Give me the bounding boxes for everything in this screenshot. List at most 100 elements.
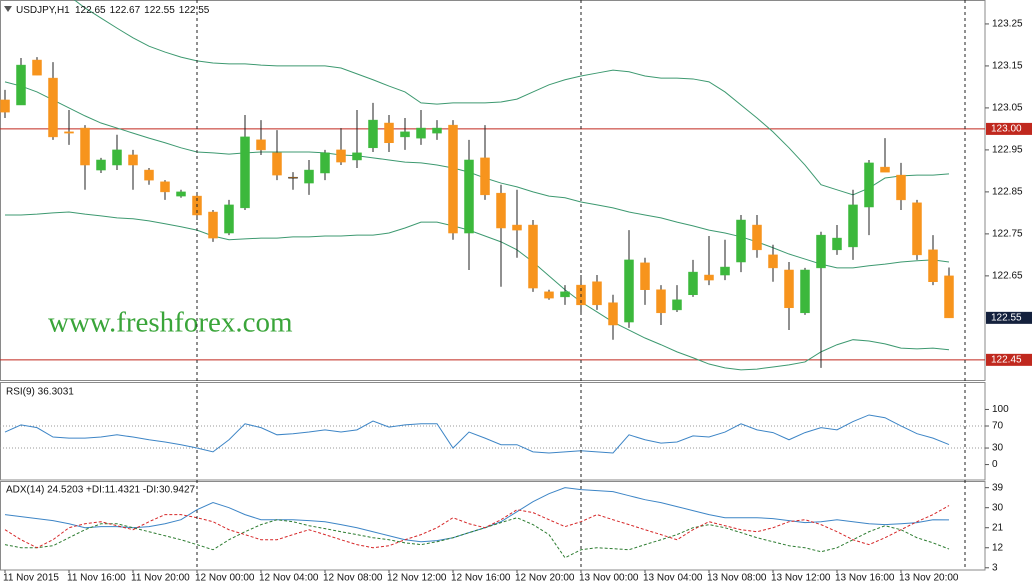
rsi-plot <box>0 414 985 454</box>
last-price-label: 122.55 <box>991 312 1022 323</box>
candle-body <box>672 299 682 311</box>
y-tick-label: 21 <box>992 522 1004 533</box>
indicator-line <box>4 414 950 454</box>
x-tick-label: 12 Nov 12:00 <box>387 573 447 584</box>
level-label-box <box>986 353 1032 366</box>
x-tick-label: 12 Nov 08:00 <box>323 573 383 584</box>
y-tick-label: 0 <box>992 459 998 470</box>
candle-body <box>416 127 426 139</box>
bollinger-band <box>4 81 950 269</box>
y-tick-label: 122.65 <box>992 271 1023 282</box>
candle-body <box>624 259 634 323</box>
last-price-box <box>986 311 1032 324</box>
candle-body <box>320 152 330 174</box>
x-tick-label: 12 Nov 00:00 <box>195 573 255 584</box>
candle-body <box>208 211 218 239</box>
candle-body <box>384 122 394 144</box>
candle-body <box>48 77 58 138</box>
y-tick-label: 122.85 <box>992 187 1023 198</box>
candle-body <box>752 224 762 251</box>
header-low: 122.55 <box>144 5 175 16</box>
candle-body <box>864 162 874 208</box>
candle-body <box>528 224 538 289</box>
candle-body <box>0 99 10 113</box>
candle-body <box>688 271 698 296</box>
candle-body <box>368 119 378 149</box>
candle-body <box>112 149 122 166</box>
candle-body <box>432 127 442 134</box>
candle-body <box>128 154 138 166</box>
candle-body <box>176 191 186 197</box>
rsi-panel <box>0 382 986 481</box>
adx-plot <box>4 487 950 559</box>
x-tick-label: 13 Nov 04:00 <box>643 573 703 584</box>
x-tick-label: 11 Nov 16:00 <box>67 573 126 584</box>
watermark: www.freshforex.com <box>48 307 293 339</box>
x-tick-label: 12 Nov 04:00 <box>259 573 319 584</box>
level-label: 123.00 <box>991 124 1022 135</box>
candle-body <box>704 274 714 281</box>
y-tick-label: 122.75 <box>992 229 1023 240</box>
chart-title: USDJPY,H1 122.65 122.67 122.55 122.55 <box>16 5 210 16</box>
candle-body <box>848 204 858 248</box>
candle-body <box>480 157 490 196</box>
candle-body <box>272 152 282 176</box>
y-tick-label: 70 <box>992 421 1004 432</box>
candle-body <box>880 166 890 173</box>
main-panel <box>0 0 986 381</box>
y-tick-label: 123.15 <box>992 61 1023 72</box>
candle-body <box>800 269 810 314</box>
symbol: USDJPY,H1 <box>16 5 70 16</box>
candle-body <box>64 131 74 134</box>
x-tick-label: 13 Nov 16:00 <box>835 573 895 584</box>
candle-body <box>784 269 794 309</box>
candle-body <box>304 169 314 184</box>
x-tick-label: 13 Nov 08:00 <box>707 573 767 584</box>
candle-body <box>32 59 42 76</box>
candle-body <box>240 136 250 209</box>
candle-body <box>816 234 826 269</box>
y-tick-label: 123.05 <box>992 103 1023 114</box>
indicator-line <box>4 505 950 549</box>
rsi-title: RSI(9) 36.3031 <box>6 387 74 398</box>
x-tick-label: 12 Nov 16:00 <box>451 573 511 584</box>
candle-body <box>896 174 906 201</box>
x-tick-label: 13 Nov 00:00 <box>579 573 639 584</box>
y-tick-label: 30 <box>992 443 1004 454</box>
y-tick-label: 123.25 <box>992 19 1023 30</box>
candle-body <box>400 131 410 138</box>
candle-body <box>768 254 778 269</box>
adx-panel <box>0 481 986 571</box>
candle-body <box>656 289 666 314</box>
candle-body <box>544 291 554 299</box>
bollinger-band <box>5 211 950 371</box>
y-tick-label: 12 <box>992 542 1004 553</box>
y-tick-label: 100 <box>992 404 1009 415</box>
candle-body <box>160 181 170 193</box>
level-label-box <box>986 122 1032 135</box>
candle-body <box>720 266 730 276</box>
header-high: 122.67 <box>110 5 141 16</box>
header-open: 122.65 <box>75 5 106 16</box>
y-tick-label: 3 <box>992 562 998 573</box>
candle-body <box>736 219 746 263</box>
adx-title: ADX(14) 24.5203 +DI:11.4321 -DI:30.9427 <box>6 485 196 496</box>
x-tick-label: 13 Nov 12:00 <box>771 573 831 584</box>
x-tick-label: 12 Nov 20:00 <box>515 573 575 584</box>
candle-body <box>608 302 618 326</box>
header-close: 122.55 <box>179 5 210 16</box>
bollinger-band <box>73 0 950 196</box>
candle-body <box>592 281 602 306</box>
candle-body <box>256 139 266 151</box>
candle-body <box>144 169 154 181</box>
candle-body <box>96 159 106 171</box>
candle-body <box>464 159 474 234</box>
candle-body <box>640 262 650 290</box>
level-label: 122.45 <box>991 354 1022 365</box>
indicator-line <box>4 517 950 559</box>
candle-body <box>912 202 922 256</box>
candle-body <box>512 224 522 231</box>
